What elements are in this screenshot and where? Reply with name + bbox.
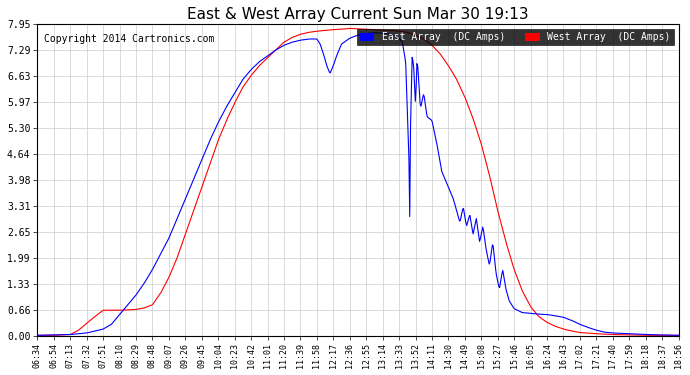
Legend: East Array  (DC Amps), West Array  (DC Amps): East Array (DC Amps), West Array (DC Amp… xyxy=(357,29,673,45)
Title: East & West Array Current Sun Mar 30 19:13: East & West Array Current Sun Mar 30 19:… xyxy=(187,7,529,22)
Text: Copyright 2014 Cartronics.com: Copyright 2014 Cartronics.com xyxy=(43,34,214,44)
